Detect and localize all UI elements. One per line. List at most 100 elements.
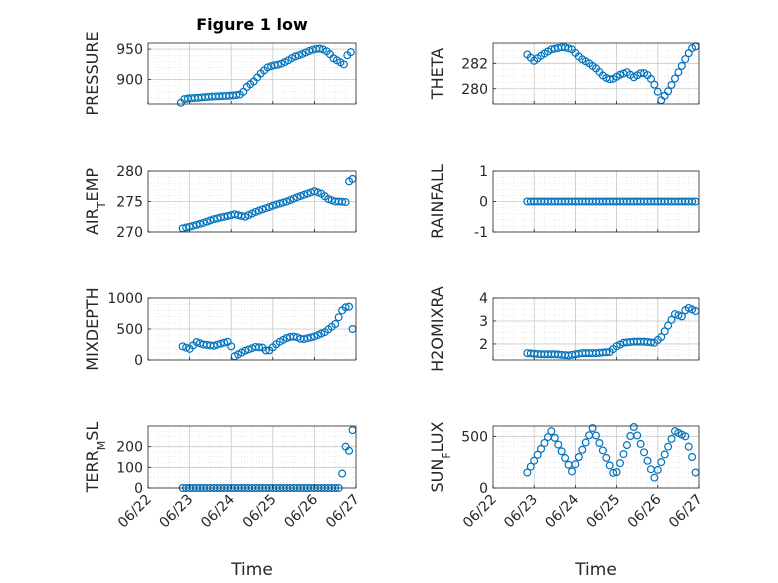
data-point <box>616 459 625 468</box>
data-point <box>339 60 348 69</box>
data-point <box>674 68 683 77</box>
data-point <box>293 193 302 202</box>
data-point <box>241 346 250 355</box>
data-point <box>561 43 570 52</box>
data-point <box>646 74 655 83</box>
data-point <box>313 188 322 197</box>
data-point <box>345 446 354 455</box>
data-point <box>602 348 611 357</box>
data-point <box>633 431 642 440</box>
data-point <box>206 216 215 225</box>
minor-grid <box>148 425 356 489</box>
data-point <box>346 48 355 57</box>
data-point <box>537 444 546 453</box>
data-point <box>232 91 241 100</box>
data-point <box>650 80 659 89</box>
data-point <box>567 467 576 476</box>
data-point <box>598 446 607 455</box>
data-point <box>657 333 666 342</box>
x-tick-label: 06/25 <box>240 492 280 532</box>
subplot-pressure: 900 950 PRESSURE <box>83 31 357 116</box>
data-point <box>254 343 263 352</box>
y-tick-label: 282 <box>461 56 488 72</box>
data-point <box>653 465 662 474</box>
y-tick-label: 2 <box>479 337 488 353</box>
x-tick-label: 06/22 <box>115 492 155 532</box>
data-point <box>272 200 281 209</box>
x-tick-label: 06/22 <box>460 492 500 532</box>
data-point <box>660 450 669 459</box>
y-axis-label: THETA <box>428 48 447 100</box>
data-series <box>178 302 357 361</box>
data-point <box>227 342 236 351</box>
axes-box <box>492 425 700 489</box>
minor-grid <box>493 425 699 489</box>
data-point <box>303 189 312 198</box>
data-point <box>261 346 270 355</box>
y-axis-label: PRESSURE <box>83 31 102 115</box>
data-point <box>192 220 201 229</box>
data-point <box>300 190 309 199</box>
data-point <box>196 219 205 228</box>
y-axis-label: RAINFALL <box>428 164 447 239</box>
axes-box <box>147 425 357 489</box>
axes-box <box>492 42 700 105</box>
y-tick-label: 200 <box>116 440 143 456</box>
data-point <box>324 195 333 204</box>
y-tick-label: 100 <box>116 460 143 476</box>
data-point <box>291 52 300 61</box>
data-point <box>591 431 600 440</box>
x-axis-label: Time <box>230 560 273 580</box>
data-point <box>660 327 669 336</box>
y-tick-label: 1 <box>479 164 488 180</box>
subplot-mixdepth: 0 500 1000 MIXDEPTH <box>83 287 357 371</box>
y-tick-label: 500 <box>461 429 488 445</box>
data-point <box>602 453 611 462</box>
x-tick-label: 06/27 <box>666 492 706 532</box>
subplot-h2omixra: 2 3 4 H2OMIXRA <box>428 286 700 372</box>
y-axis-label: SUNFLUX <box>428 421 453 492</box>
subplot-rainfall: -1 0 1 RAINFALL <box>428 164 700 241</box>
data-point <box>274 60 283 69</box>
data-point <box>189 221 198 230</box>
data-point <box>657 458 666 467</box>
data-point <box>523 468 532 477</box>
y-tick-label: 4 <box>479 291 488 307</box>
data-point <box>564 44 573 53</box>
data-point <box>664 442 673 451</box>
x-axis-label: Time <box>574 560 617 580</box>
data-point <box>667 80 676 89</box>
y-tick-label: 0 <box>134 481 143 497</box>
subplot-sun-flux: 0 500 06/22 06/23 06/24 06/25 06/26 06/27 SUNFLU… <box>428 421 706 580</box>
data-point <box>296 192 305 201</box>
y-tick-label: 0 <box>134 353 143 369</box>
data-point <box>609 468 618 477</box>
data-point <box>554 440 563 449</box>
data-point <box>294 51 303 60</box>
data-point <box>289 332 298 341</box>
data-point <box>684 442 693 451</box>
y-tick-label: 270 <box>116 225 143 241</box>
x-tick-label: 06/27 <box>323 492 363 532</box>
data-point <box>345 302 354 311</box>
x-tick-label: 06/26 <box>625 491 665 531</box>
y-tick-label: 0 <box>479 481 488 497</box>
data-point <box>640 448 649 457</box>
data-point <box>331 320 340 329</box>
data-point <box>263 63 272 72</box>
data-series <box>176 44 355 107</box>
x-tick-label: 06/23 <box>501 492 541 532</box>
subplot-theta: 280 282 THETA <box>428 42 700 105</box>
data-point <box>674 311 683 320</box>
data-point <box>220 338 229 347</box>
y-tick-label: 280 <box>116 164 143 180</box>
y-tick-label: 275 <box>116 195 143 211</box>
data-point <box>688 197 697 206</box>
axes-box <box>147 42 357 105</box>
data-point <box>605 75 614 84</box>
minor-grid <box>493 43 699 104</box>
data-point <box>670 310 679 319</box>
y-tick-label: 500 <box>116 322 143 338</box>
data-point <box>605 461 614 470</box>
